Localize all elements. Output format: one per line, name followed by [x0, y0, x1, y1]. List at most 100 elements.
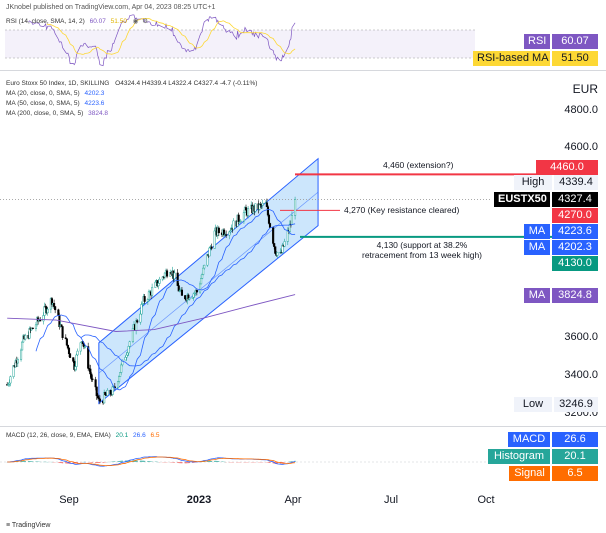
macd-histogram-bar	[90, 462, 92, 463]
candle-body	[67, 347, 71, 354]
price-tick: 4600.0	[564, 141, 598, 153]
candle-body	[66, 344, 69, 349]
macd-histogram-bar	[31, 461, 33, 462]
candle-body	[180, 289, 184, 296]
macd-histogram-bar	[276, 462, 278, 464]
settings-icon: ⚙	[142, 18, 149, 25]
resistance-annotation: 4,270 (Key resistance cleared)	[344, 205, 460, 215]
candle-body	[39, 319, 42, 322]
macd-histogram-bar	[120, 460, 122, 462]
candle-body	[131, 327, 134, 342]
ma20-badge-value: 4202.3	[552, 240, 598, 255]
symbol-title: Euro Stoxx 50 Index, 1D, SKILLING	[6, 80, 110, 87]
candle-body	[276, 251, 279, 256]
candle-body	[128, 341, 131, 347]
x-tick-apr: Apr	[284, 494, 302, 506]
candle-body	[184, 295, 187, 300]
candle-body	[165, 270, 169, 277]
candle-body	[232, 220, 235, 230]
candle-body	[103, 392, 106, 404]
ma200-badge-label: MA	[524, 288, 550, 303]
candle-body	[228, 231, 231, 236]
footer-brand: TradingView	[11, 522, 51, 529]
macd-histogram-bar	[135, 460, 137, 462]
candle-body	[76, 350, 79, 356]
pane-separator	[0, 426, 606, 427]
macd-histogram-bar	[121, 460, 123, 462]
macd-histogram-bar	[67, 462, 69, 464]
candle-body	[217, 227, 220, 234]
ma50-badge-label: MA	[524, 224, 550, 239]
macd-histogram-bar	[192, 462, 194, 463]
candle-body	[177, 285, 180, 292]
candle-body	[210, 246, 213, 249]
macd-histogram-bar	[129, 460, 131, 462]
high-value-badge: 4339.4	[554, 175, 598, 190]
candle-body	[124, 357, 127, 361]
candle-body	[90, 373, 93, 380]
macd-histogram-bar	[65, 462, 67, 464]
candle-body	[60, 324, 63, 327]
candle-body	[140, 304, 143, 315]
candle-body	[125, 354, 128, 358]
candle-body	[64, 337, 67, 339]
candle-body	[69, 353, 72, 358]
candle-body	[19, 349, 23, 360]
candle-body	[127, 346, 130, 354]
macd-histogram-bar	[76, 462, 79, 463]
candle-body	[109, 389, 112, 394]
macd-histogram-bar	[24, 460, 26, 462]
candle-body	[147, 291, 150, 300]
macd-histogram-bar	[102, 462, 104, 463]
macd-histogram-bar	[98, 462, 100, 464]
rsi-ma-legend-value: 51.50	[110, 18, 127, 25]
signal-legend: 6.5	[150, 432, 160, 439]
candle-body	[208, 247, 211, 257]
macd-histogram-bar	[218, 461, 220, 462]
macd-histogram-bar	[149, 461, 151, 462]
macd-histogram-bar	[180, 462, 182, 464]
macd-histogram-bar	[172, 462, 175, 463]
candle-body	[65, 338, 68, 346]
candle-body	[158, 278, 161, 284]
support-annotation: 4,130 (support at 38.2% retracement from…	[362, 240, 482, 260]
macd-histogram-bar	[207, 461, 209, 462]
tradingview-logo-icon: ≡	[6, 522, 11, 529]
ma50-badge-value: 4223.6	[552, 224, 598, 239]
extension-annotation: 4,460 (extension?)	[383, 160, 454, 170]
candle-body	[266, 206, 269, 216]
macd-histogram-bar	[140, 460, 143, 462]
candle-body	[53, 303, 56, 307]
macd-histogram-bar	[97, 462, 99, 464]
signal-badge-label: Signal	[509, 466, 550, 481]
candle-body	[274, 246, 277, 254]
candle-body	[9, 376, 12, 384]
macd-histogram-bar	[272, 462, 274, 464]
macd-histogram-bar	[142, 460, 145, 462]
support-level-badge: 4130.0	[552, 256, 598, 271]
rsi-ma-badge-label: RSI-based MA	[473, 51, 550, 66]
candle-body	[242, 212, 245, 222]
macd-histogram-bar	[283, 462, 285, 463]
macd-histogram-bar	[268, 462, 270, 463]
macd-histogram-bar	[194, 462, 196, 463]
macd-histogram-bar	[214, 460, 216, 462]
candle-body	[121, 359, 124, 366]
candle-body	[74, 366, 77, 370]
macd-histogram-bar	[208, 460, 211, 462]
candle-body	[28, 328, 31, 339]
candle-body	[223, 229, 226, 236]
ohlc-readout: O4324.4 H4339.4 L4322.4 C4327.4 -4.7 (-0…	[115, 80, 258, 87]
candle-body	[265, 202, 268, 207]
macd-histogram-bar	[21, 460, 23, 462]
ma50-legend: MA (50, close, 0, SMA, 5) 4223.6	[6, 100, 105, 107]
macd-histogram-bar	[32, 461, 34, 462]
macd-histogram-bar	[134, 460, 136, 462]
candle-body	[290, 215, 294, 225]
candle-body	[154, 281, 157, 288]
candle-body	[139, 313, 142, 323]
macd-histogram-bar	[72, 462, 74, 464]
macd-histogram-bar	[290, 461, 292, 462]
price-tick: 3600.0	[564, 331, 598, 343]
